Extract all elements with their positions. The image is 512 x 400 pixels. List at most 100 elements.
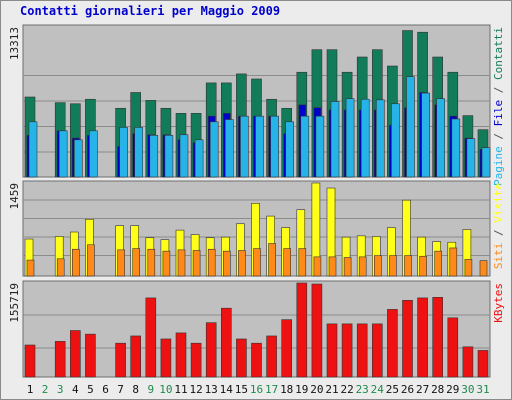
bar-kbytes-day-23: [356, 323, 368, 378]
bar-pagine-day-31: [481, 147, 491, 178]
bar-kbytes-day-20: [311, 283, 323, 378]
bar-kbytes-day-30: [462, 346, 474, 378]
bar-siti-day-15: [238, 250, 246, 277]
bar-kbytes-day-22: [341, 323, 353, 378]
bar-pagine-day-26: [406, 76, 415, 178]
bar-siti-day-31: [479, 260, 488, 277]
bar-siti-day-17: [268, 243, 276, 277]
bar-pagine-day-25: [391, 103, 400, 178]
bar-pagine-day-28: [436, 98, 446, 178]
day-label-1: 1: [27, 383, 34, 396]
bar-siti-day-29: [449, 247, 458, 277]
bar-kbytes-day-16: [251, 342, 262, 378]
day-label-26: 26: [401, 383, 414, 396]
panel-siti-visite: 1459 Siti / Visite: [8, 180, 505, 277]
bar-pagine-day-13: [209, 121, 219, 178]
day-label-2: 2: [42, 383, 49, 396]
bar-siti-day-22: [343, 257, 352, 277]
bar-pagine-day-11: [179, 134, 189, 178]
legend-part: /: [492, 80, 505, 100]
bar-pagine-day-29: [451, 118, 461, 178]
legend-part: Contatti: [492, 27, 505, 80]
bar-siti-day-14: [223, 250, 231, 277]
day-label-13: 13: [205, 383, 218, 396]
day-label-18: 18: [280, 383, 293, 396]
bar-siti-day-28: [434, 250, 443, 277]
day-label-4: 4: [72, 383, 79, 396]
bar-pagine-day-17: [270, 115, 279, 178]
bar-pagine-day-20: [315, 115, 325, 178]
day-label-6: 6: [102, 383, 109, 396]
bar-siti-day-27: [419, 255, 427, 277]
bar-siti-day-20: [313, 256, 322, 277]
day-label-5: 5: [87, 383, 94, 396]
bar-pagine-day-3: [58, 130, 68, 178]
bar-siti-day-26: [404, 255, 412, 277]
bar-siti-day-18: [283, 248, 292, 277]
bar-siti-day-5: [87, 244, 95, 277]
bar-pagine-day-4: [74, 139, 83, 178]
bar-pagine-day-12: [194, 139, 204, 178]
bar-kbytes-day-10: [160, 338, 172, 378]
bar-pagine-day-8: [134, 127, 143, 178]
bar-kbytes-day-18: [281, 319, 293, 378]
bar-kbytes-day-27: [417, 297, 428, 378]
legend-part: File: [492, 100, 505, 127]
bar-siti-day-3: [56, 258, 65, 277]
bar-siti-day-4: [72, 248, 80, 277]
bar-kbytes-day-11: [175, 332, 187, 378]
bar-kbytes-day-8: [130, 335, 141, 378]
panel-contatti-file-pagine: 13313 Pagine / File / Contatti: [8, 24, 505, 186]
bar-pagine-day-27: [421, 92, 430, 178]
bar-siti-day-10: [162, 250, 171, 277]
bar-kbytes-day-29: [447, 317, 459, 378]
day-label-22: 22: [340, 383, 353, 396]
bar-pagine-day-19: [300, 115, 310, 178]
bar-kbytes-day-5: [85, 333, 96, 378]
y-max-label: 1459: [8, 183, 21, 210]
bar-kbytes-day-13: [205, 322, 217, 378]
bar-siti-day-8: [132, 248, 140, 277]
bar-kbytes-day-3: [54, 341, 66, 378]
day-label-23: 23: [356, 383, 369, 396]
bar-kbytes-day-28: [432, 297, 444, 378]
series-legend-label: KBytes: [492, 283, 505, 323]
bar-kbytes-day-12: [190, 342, 202, 378]
bar-pagine-day-1: [28, 121, 38, 178]
bar-kbytes-day-9: [145, 297, 157, 378]
bar-siti-day-19: [298, 248, 307, 277]
legend-part: KBytes: [492, 283, 505, 323]
bar-pagine-day-10: [164, 135, 174, 178]
bar-siti-day-9: [147, 248, 156, 277]
bar-siti-day-23: [358, 256, 367, 277]
bar-kbytes-day-4: [70, 330, 81, 378]
day-label-31: 31: [476, 383, 489, 396]
day-label-19: 19: [295, 383, 308, 396]
bar-siti-day-7: [117, 249, 125, 277]
bar-kbytes-day-24: [371, 323, 383, 378]
bar-kbytes-day-17: [266, 335, 277, 378]
legend-part: Visite: [492, 183, 505, 223]
legend-part: /: [492, 126, 505, 146]
bar-kbytes-day-26: [402, 300, 413, 378]
bar-kbytes-day-15: [236, 338, 247, 378]
day-label-3: 3: [57, 383, 64, 396]
day-label-17: 17: [265, 383, 278, 396]
day-label-12: 12: [189, 383, 202, 396]
bar-siti-day-1: [26, 259, 35, 277]
chart-title: Contatti giornalieri per Maggio 2009: [20, 4, 281, 18]
day-label-11: 11: [174, 383, 187, 396]
bar-siti-day-30: [464, 259, 473, 277]
bar-kbytes-day-1: [24, 344, 36, 378]
bar-siti-day-21: [328, 256, 337, 277]
bar-pagine-day-23: [360, 98, 370, 178]
day-label-20: 20: [310, 383, 323, 396]
bar-pagine-day-18: [285, 121, 295, 178]
day-label-29: 29: [446, 383, 459, 396]
bar-pagine-day-30: [466, 138, 476, 178]
bar-siti-day-11: [177, 249, 186, 277]
panel-kbytes: 155719 KBytes: [8, 280, 505, 378]
bar-pagine-day-5: [89, 130, 98, 178]
bar-pagine-day-9: [149, 135, 159, 178]
